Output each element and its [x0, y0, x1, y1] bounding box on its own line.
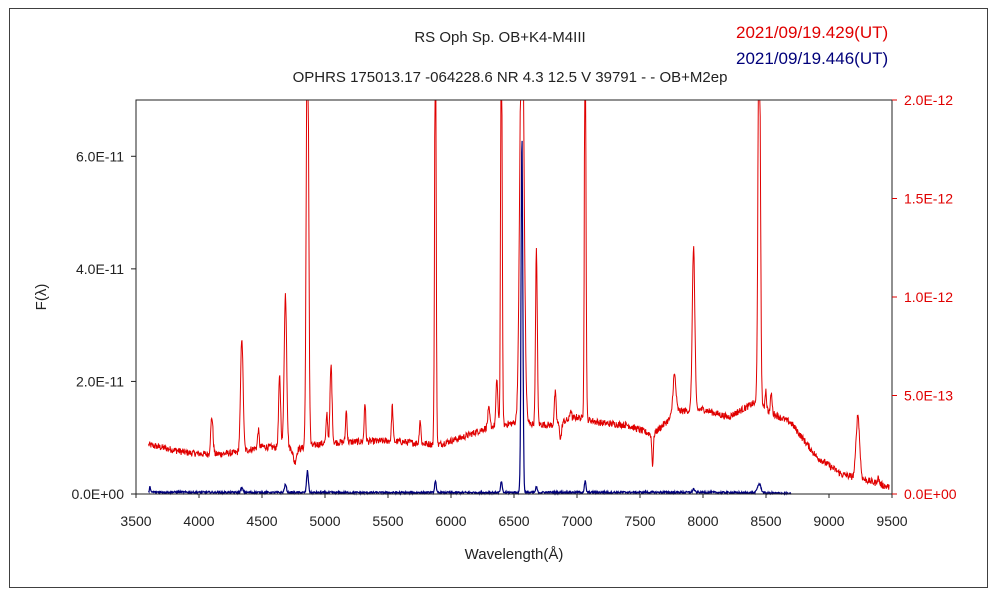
x-tick-label: 3500	[120, 513, 151, 529]
y-axis-label: F(λ)	[33, 284, 50, 311]
chart-subtitle: OPHRS 175013.17 -064228.6 NR 4.3 12.5 V …	[292, 69, 728, 86]
plot-area-border	[135, 99, 893, 495]
series-line-blue	[148, 140, 792, 496]
y-left-tick-label: 4.0E-11	[76, 261, 124, 277]
x-tick-label: 6000	[435, 513, 466, 529]
series-layer	[148, 99, 890, 496]
x-tick-label: 7500	[624, 513, 655, 529]
y-left-tick-label: 0.0E+00	[71, 486, 124, 502]
y-left-tick-label: 2.0E-11	[76, 373, 124, 389]
y-right-tick-label: 5.0E-13	[904, 388, 953, 404]
chart-title: RS Oph Sp. OB+K4-M4III	[414, 29, 586, 46]
y-left-tick-label: 6.0E-11	[76, 148, 124, 164]
x-tick-label: 9000	[813, 513, 844, 529]
x-tick-label: 4500	[246, 513, 277, 529]
axes-layer: 3500 4000 4500 5000 5500 6000 6500 7000 7500 8000…	[71, 92, 956, 529]
series-line-red	[148, 99, 890, 490]
x-tick-label: 5000	[309, 513, 340, 529]
x-tick-label: 9500	[876, 513, 907, 529]
x-tick-label: 4000	[183, 513, 214, 529]
x-tick-label: 8000	[687, 513, 718, 529]
x-axis-label: Wavelength(Å)	[465, 546, 564, 563]
x-tick-label: 5500	[372, 513, 403, 529]
y-right-tick-label: 2.0E-12	[904, 92, 953, 108]
y-right-tick-label: 1.5E-12	[904, 191, 953, 207]
legend-red-series: 2021/09/19.429(UT)	[736, 23, 889, 42]
legend-blue-series: 2021/09/19.446(UT)	[736, 49, 889, 68]
y-right-tick-label: 1.0E-12	[904, 289, 953, 305]
x-tick-label: 6500	[498, 513, 529, 529]
y-right-tick-label: 0.0E+00	[904, 486, 957, 502]
x-tick-label: 8500	[750, 513, 781, 529]
x-tick-label: 7000	[561, 513, 592, 529]
